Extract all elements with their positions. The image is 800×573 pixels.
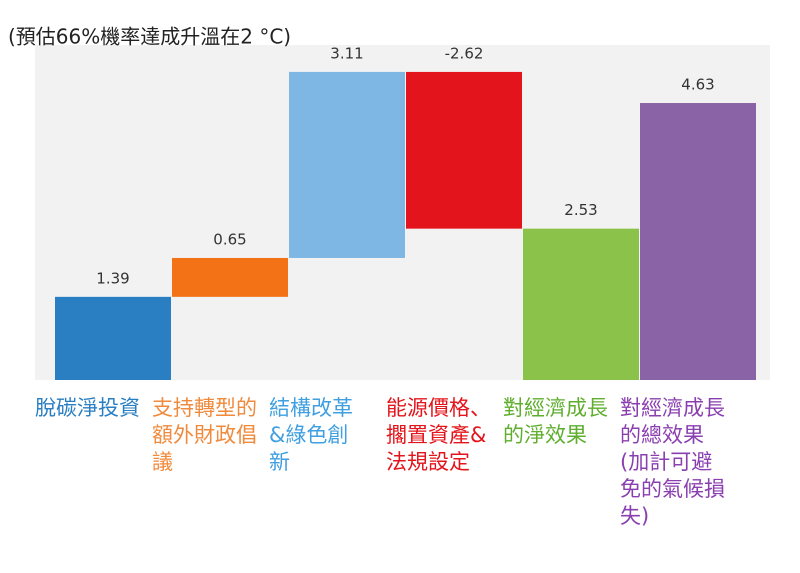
chart-title: (預估66%機率達成升溫在2 °C) <box>8 25 291 49</box>
value-label: 2.53 <box>564 201 597 219</box>
category-label: 脫碳淨投資 <box>35 396 140 420</box>
category-label: 支持轉型的額外財政倡議 <box>152 396 257 474</box>
category-label: 能源價格、擱置資產&法規設定 <box>386 396 491 474</box>
category-label: 對經濟成長的淨效果 <box>503 396 608 447</box>
value-label: 4.63 <box>681 76 714 94</box>
value-label: 3.11 <box>330 44 363 62</box>
bar <box>172 257 288 297</box>
category-label: 對經濟成長的總效果(加計可避免的氣候損失) <box>620 396 725 528</box>
bar <box>406 71 522 229</box>
value-label: 0.65 <box>213 230 246 248</box>
bar <box>55 296 171 380</box>
bar <box>289 71 405 258</box>
value-label: -2.62 <box>445 44 484 62</box>
bar <box>640 103 756 380</box>
category-label: 結構改革&綠色創新 <box>269 396 353 474</box>
value-label: 1.39 <box>96 269 129 287</box>
bar <box>523 228 639 380</box>
